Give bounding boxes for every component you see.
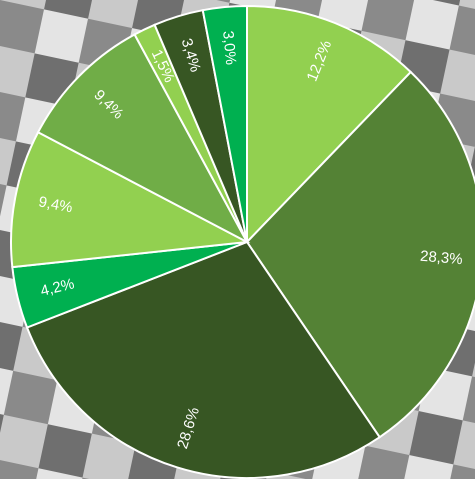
data-label: 3,0% [219, 30, 239, 66]
pie: 12,2%28,3%28,6%4,2%9,4%9,4%1,5%3,4%3,0% [11, 6, 475, 478]
chart: 12,2%28,3%28,6%4,2%9,4%9,4%1,5%3,4%3,0% [0, 0, 475, 479]
data-label: 28,3% [419, 248, 463, 269]
